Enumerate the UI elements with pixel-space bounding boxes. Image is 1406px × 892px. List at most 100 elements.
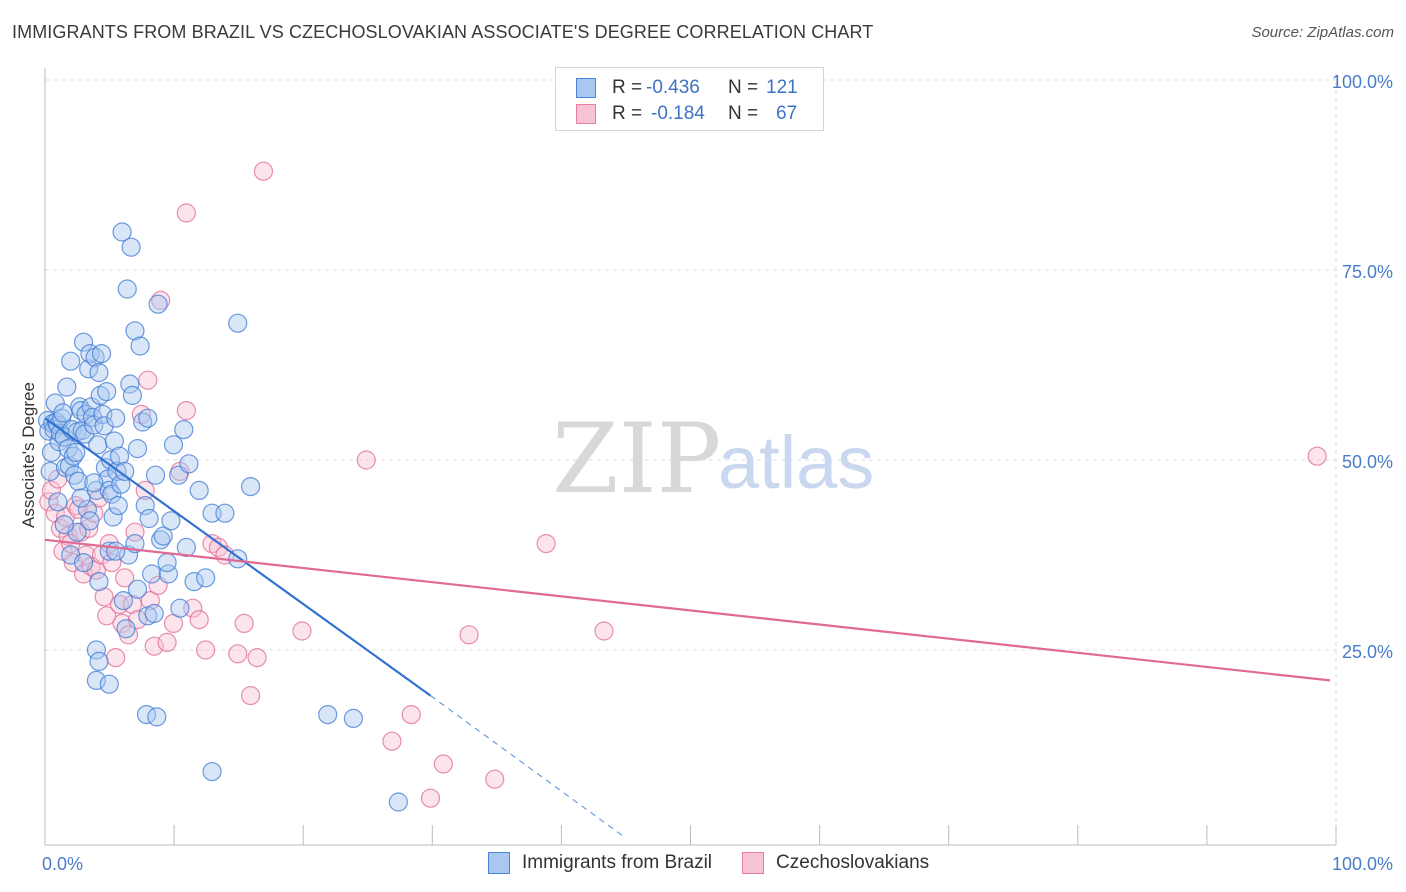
- czech-point[interactable]: [433, 754, 453, 774]
- czech-point[interactable]: [176, 203, 196, 223]
- brazil-point[interactable]: [202, 761, 222, 782]
- brazil-point[interactable]: [116, 619, 136, 639]
- czech-point[interactable]: [485, 769, 505, 789]
- brazil-point[interactable]: [196, 568, 216, 588]
- czech-point[interactable]: [241, 685, 261, 706]
- brazil-point[interactable]: [103, 507, 123, 527]
- brazil-point[interactable]: [241, 477, 261, 497]
- czech-point[interactable]: [176, 401, 196, 421]
- brazil-point[interactable]: [48, 492, 68, 512]
- czech-point[interactable]: [41, 480, 62, 500]
- brazil-point[interactable]: [153, 526, 173, 546]
- brazil-point[interactable]: [147, 707, 167, 727]
- brazil-point[interactable]: [79, 359, 99, 379]
- czech-point[interactable]: [94, 587, 114, 607]
- brazil-point[interactable]: [215, 503, 235, 523]
- czech-point[interactable]: [144, 636, 164, 656]
- brazil-point[interactable]: [144, 603, 164, 624]
- czech-point[interactable]: [253, 161, 274, 181]
- czech-point[interactable]: [115, 568, 135, 588]
- brazil-point[interactable]: [53, 403, 73, 423]
- brazil-point[interactable]: [80, 511, 100, 531]
- brazil-point[interactable]: [179, 454, 199, 474]
- czech-point[interactable]: [102, 552, 122, 573]
- czech-point[interactable]: [73, 564, 94, 584]
- czech-point[interactable]: [97, 606, 117, 626]
- czech-point[interactable]: [76, 545, 96, 565]
- brazil-point[interactable]: [189, 480, 209, 500]
- series-legend-brazil[interactable]: Immigrants from Brazil: [488, 852, 712, 874]
- brazil-point[interactable]: [318, 704, 338, 725]
- czech-point[interactable]: [382, 731, 402, 751]
- brazil-point[interactable]: [68, 471, 89, 491]
- brazil-point[interactable]: [133, 412, 153, 432]
- czech-point[interactable]: [106, 647, 126, 668]
- brazil-point[interactable]: [176, 537, 196, 558]
- czech-point[interactable]: [459, 625, 479, 645]
- czech-point[interactable]: [138, 370, 158, 390]
- brazil-point[interactable]: [94, 416, 114, 436]
- czech-point[interactable]: [1307, 446, 1327, 466]
- czech-point[interactable]: [125, 522, 145, 542]
- brazil-point[interactable]: [112, 222, 132, 242]
- brazil-point[interactable]: [77, 499, 98, 519]
- czech-point[interactable]: [401, 704, 421, 725]
- czech-point[interactable]: [420, 788, 441, 808]
- brazil-point[interactable]: [80, 344, 100, 364]
- czech-point[interactable]: [79, 518, 99, 539]
- brazil-point[interactable]: [57, 377, 77, 397]
- brazil-point[interactable]: [89, 363, 109, 383]
- brazil-point[interactable]: [138, 408, 158, 428]
- czech-point[interactable]: [228, 644, 248, 664]
- brazil-point[interactable]: [343, 708, 363, 729]
- czech-point[interactable]: [536, 533, 556, 554]
- brazil-point[interactable]: [127, 579, 148, 599]
- brazil-point[interactable]: [86, 670, 107, 691]
- brazil-point[interactable]: [71, 488, 91, 508]
- brazil-point[interactable]: [161, 511, 181, 531]
- brazil-point[interactable]: [142, 564, 162, 584]
- brazil-point[interactable]: [148, 294, 168, 314]
- series-legend-czech[interactable]: Czechoslovakians: [742, 852, 929, 874]
- brazil-point[interactable]: [99, 674, 119, 694]
- brazil-point[interactable]: [170, 598, 190, 618]
- brazil-point[interactable]: [117, 279, 137, 299]
- czech-point[interactable]: [189, 609, 209, 630]
- brazil-point[interactable]: [40, 461, 60, 481]
- brazil-point[interactable]: [139, 508, 159, 529]
- brazil-point[interactable]: [89, 651, 109, 672]
- brazil-point[interactable]: [113, 590, 133, 611]
- brazil-point[interactable]: [71, 401, 91, 421]
- brazil-point[interactable]: [66, 442, 86, 462]
- brazil-point[interactable]: [109, 446, 130, 466]
- czech-point[interactable]: [112, 613, 132, 634]
- brazil-point[interactable]: [61, 351, 81, 371]
- brazil-point[interactable]: [388, 792, 408, 812]
- czech-point[interactable]: [157, 632, 177, 653]
- brazil-point[interactable]: [104, 431, 124, 451]
- czech-point[interactable]: [594, 621, 614, 641]
- brazil-point[interactable]: [106, 408, 126, 428]
- brazil-point[interactable]: [121, 237, 141, 257]
- brazil-point[interactable]: [120, 374, 140, 394]
- brazil-point[interactable]: [106, 541, 126, 561]
- czech-point[interactable]: [196, 640, 216, 660]
- brazil-point[interactable]: [89, 571, 109, 592]
- brazil-point[interactable]: [174, 420, 194, 440]
- czech-point[interactable]: [208, 537, 229, 558]
- brazil-point[interactable]: [122, 385, 142, 405]
- brazil-point[interactable]: [73, 552, 94, 573]
- czech-point[interactable]: [292, 621, 312, 641]
- brazil-point[interactable]: [86, 640, 107, 660]
- brazil-point[interactable]: [73, 332, 94, 352]
- brazil-point[interactable]: [184, 571, 204, 592]
- brazil-point[interactable]: [97, 382, 117, 402]
- brazil-point[interactable]: [163, 435, 184, 455]
- brazil-point[interactable]: [127, 439, 148, 459]
- brazil-point[interactable]: [54, 514, 74, 535]
- brazil-point[interactable]: [115, 461, 135, 481]
- brazil-point[interactable]: [145, 465, 166, 485]
- brazil-point[interactable]: [228, 313, 248, 333]
- brazil-point[interactable]: [50, 423, 71, 443]
- czech-point[interactable]: [234, 613, 254, 634]
